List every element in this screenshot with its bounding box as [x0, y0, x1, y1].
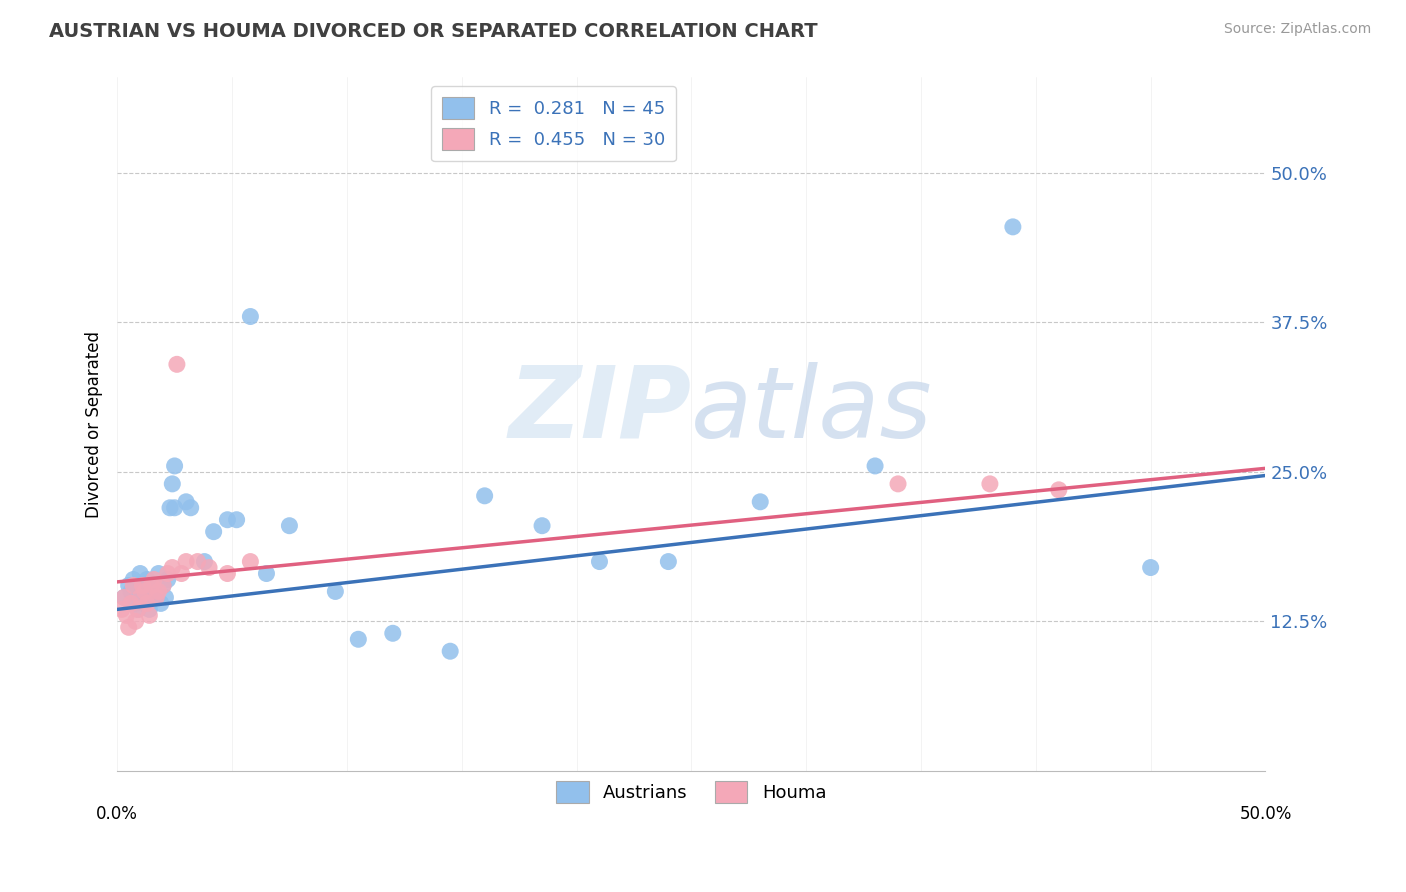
Point: [148, 584, 170, 599]
Point: [239, 310, 262, 324]
Point: [381, 626, 404, 640]
Point: [124, 596, 146, 610]
Point: [115, 608, 138, 623]
Point: [129, 591, 152, 605]
Point: [278, 518, 301, 533]
Point: [112, 591, 135, 605]
Point: [136, 573, 159, 587]
Point: [156, 566, 179, 581]
Point: [180, 500, 202, 515]
Point: [588, 555, 610, 569]
Point: [163, 500, 186, 515]
Text: ZIP: ZIP: [509, 362, 692, 458]
Point: [657, 555, 679, 569]
Point: [124, 615, 146, 629]
Point: [163, 458, 186, 473]
Point: [162, 560, 184, 574]
Point: [174, 555, 197, 569]
Point: [142, 584, 165, 599]
Point: [159, 500, 181, 515]
Point: [111, 602, 134, 616]
Point: [138, 608, 160, 623]
Point: [887, 476, 910, 491]
Point: [1139, 560, 1161, 574]
Point: [531, 518, 554, 533]
Point: [217, 513, 239, 527]
Point: [145, 591, 167, 605]
Point: [149, 596, 172, 610]
Point: [134, 591, 156, 605]
Point: [439, 644, 461, 658]
Point: [152, 578, 174, 592]
Point: [131, 578, 153, 592]
Point: [112, 591, 135, 605]
Text: AUSTRIAN VS HOUMA DIVORCED OR SEPARATED CORRELATION CHART: AUSTRIAN VS HOUMA DIVORCED OR SEPARATED …: [49, 22, 818, 41]
Point: [256, 566, 278, 581]
Point: [863, 458, 886, 473]
Point: [187, 555, 209, 569]
Point: [120, 584, 142, 599]
Legend: Austrians, Houma: Austrians, Houma: [550, 773, 834, 810]
Point: [156, 573, 179, 587]
Point: [325, 584, 347, 599]
Point: [217, 566, 239, 581]
Y-axis label: Divorced or Separated: Divorced or Separated: [86, 331, 103, 517]
Point: [347, 632, 370, 647]
Text: 0.0%: 0.0%: [96, 805, 138, 823]
Point: [118, 578, 141, 592]
Point: [166, 357, 188, 371]
Point: [1001, 219, 1024, 234]
Point: [122, 573, 145, 587]
Point: [193, 555, 215, 569]
Point: [131, 578, 153, 592]
Point: [749, 495, 772, 509]
Point: [152, 578, 174, 592]
Point: [225, 513, 247, 527]
Point: [174, 495, 197, 509]
Point: [138, 602, 160, 616]
Point: [122, 578, 145, 592]
Point: [198, 560, 221, 574]
Point: [120, 596, 142, 610]
Point: [136, 596, 159, 610]
Text: atlas: atlas: [692, 362, 934, 458]
Point: [141, 578, 163, 592]
Point: [170, 566, 193, 581]
Point: [134, 584, 156, 599]
Point: [129, 584, 152, 599]
Point: [148, 566, 170, 581]
Point: [202, 524, 225, 539]
Point: [145, 591, 167, 605]
Point: [474, 489, 496, 503]
Text: Source: ZipAtlas.com: Source: ZipAtlas.com: [1223, 22, 1371, 37]
Point: [118, 620, 141, 634]
Point: [141, 578, 163, 592]
Point: [162, 476, 184, 491]
Point: [127, 602, 149, 616]
Text: 50.0%: 50.0%: [1239, 805, 1292, 823]
Point: [239, 555, 262, 569]
Point: [979, 476, 1001, 491]
Point: [142, 573, 165, 587]
Point: [129, 566, 152, 581]
Point: [127, 602, 149, 616]
Point: [155, 591, 177, 605]
Point: [1047, 483, 1070, 497]
